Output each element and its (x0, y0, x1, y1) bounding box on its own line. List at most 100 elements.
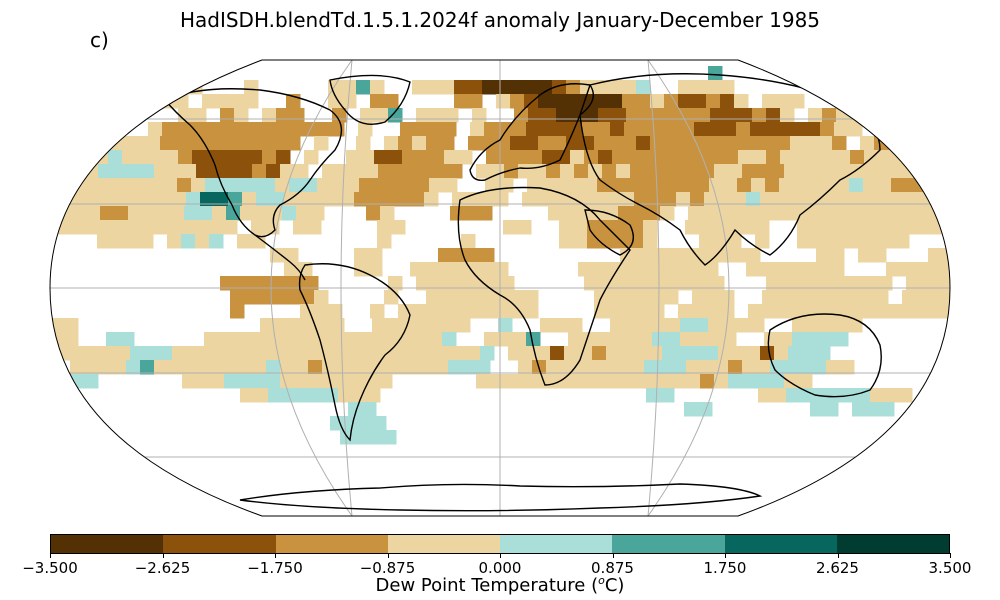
anomaly-cell (524, 290, 539, 305)
anomaly-cell (450, 206, 465, 221)
anomaly-cell (624, 332, 639, 347)
anomaly-cell (858, 192, 873, 207)
anomaly-cell (552, 136, 567, 151)
anomaly-cell (890, 122, 905, 137)
anomaly-cell (802, 192, 817, 207)
anomaly-cell (592, 192, 607, 207)
anomaly-cell (111, 234, 126, 249)
anomaly-cell (806, 122, 821, 137)
anomaly-cell (708, 66, 723, 81)
anomaly-cell (284, 262, 299, 277)
anomaly-cell (224, 374, 239, 389)
anomaly-cell (615, 220, 630, 235)
anomaly-cell (848, 318, 863, 333)
anomaly-cell (218, 122, 233, 137)
anomaly-cell (594, 136, 609, 151)
anomaly-cell (912, 206, 927, 221)
anomaly-cell (811, 220, 826, 235)
anomaly-cell (148, 122, 163, 137)
anomaly-cell (598, 276, 613, 291)
anomaly-cell (107, 178, 122, 193)
anomaly-cell (636, 136, 651, 151)
anomaly-cell (466, 346, 481, 361)
anomaly-cell (430, 276, 445, 291)
anomaly-cell (919, 178, 934, 193)
anomaly-cell (681, 178, 696, 193)
anomaly-cell (620, 346, 635, 361)
anomaly-cell (874, 304, 889, 319)
anomaly-cell (214, 346, 229, 361)
graticule (50, 60, 950, 516)
anomaly-cell (392, 164, 407, 179)
anomaly-cell (326, 192, 341, 207)
anomaly-cell (158, 192, 173, 207)
anomaly-cell (592, 262, 607, 277)
anomaly-cell (808, 108, 823, 123)
anomaly-cell (920, 150, 935, 165)
anomaly-cell (905, 178, 920, 193)
anomaly-cell (494, 192, 509, 207)
anomaly-cell (798, 360, 813, 375)
anomaly-cell (596, 332, 611, 347)
anomaly-cell (825, 220, 840, 235)
anomaly-cell (106, 332, 121, 347)
anomaly-cell (252, 374, 267, 389)
anomaly-cell (564, 346, 579, 361)
anomaly-cell (682, 276, 697, 291)
anomaly-cell (778, 332, 793, 347)
colorbar-segment (163, 535, 276, 553)
anomaly-cell (398, 304, 413, 319)
anomaly-cell (230, 94, 245, 109)
anomaly-cell (646, 388, 661, 403)
anomaly-cell (462, 360, 477, 375)
anomaly-cell (728, 374, 743, 389)
anomaly-cell (947, 178, 950, 193)
anomaly-cell (440, 290, 455, 305)
anomaly-cell (680, 122, 695, 137)
anomaly-cell (440, 304, 455, 319)
anomaly-cell (930, 136, 945, 151)
anomaly-cell (612, 276, 627, 291)
anomaly-cell (434, 164, 449, 179)
anomaly-cell (930, 290, 945, 305)
colorbar-tick (725, 553, 726, 558)
anomaly-cell (648, 248, 663, 263)
anomaly-cell (708, 318, 723, 333)
anomaly-cell (216, 94, 231, 109)
anomaly-cell (244, 94, 259, 109)
anomaly-cell (366, 206, 381, 221)
colorbar-tick (275, 553, 276, 558)
anomaly-cell (678, 136, 693, 151)
anomaly-cell (276, 150, 291, 165)
anomaly-cell (798, 164, 813, 179)
anomaly-cell (682, 150, 697, 165)
anomaly-cell (812, 360, 827, 375)
anomaly-cell (242, 346, 257, 361)
anomaly-cell (648, 262, 663, 277)
anomaly-cell (644, 164, 659, 179)
anomaly-cell (346, 150, 361, 165)
anomaly-cell (723, 178, 738, 193)
anomaly-cell (88, 346, 103, 361)
anomaly-cell (438, 248, 453, 263)
anomaly-cell (874, 136, 889, 151)
anomaly-cell (72, 206, 87, 221)
anomaly-cell (90, 136, 105, 151)
anomaly-cell (416, 108, 431, 123)
anomaly-cell (412, 304, 427, 319)
anomaly-cell (307, 220, 322, 235)
anomaly-cell (942, 262, 950, 277)
anomaly-cell (710, 276, 725, 291)
anomaly-cell (846, 290, 861, 305)
anomaly-cell (125, 234, 140, 249)
anomaly-cell (260, 332, 275, 347)
anomaly-cell (552, 80, 567, 95)
anomaly-cell (668, 150, 683, 165)
anomaly-cell (762, 304, 777, 319)
anomaly-cell (648, 192, 663, 207)
anomaly-cell (734, 94, 749, 109)
anomaly-cell (741, 220, 756, 235)
anomaly-cell (654, 108, 669, 123)
anomaly-cell (322, 374, 337, 389)
anomaly-cell (622, 94, 637, 109)
